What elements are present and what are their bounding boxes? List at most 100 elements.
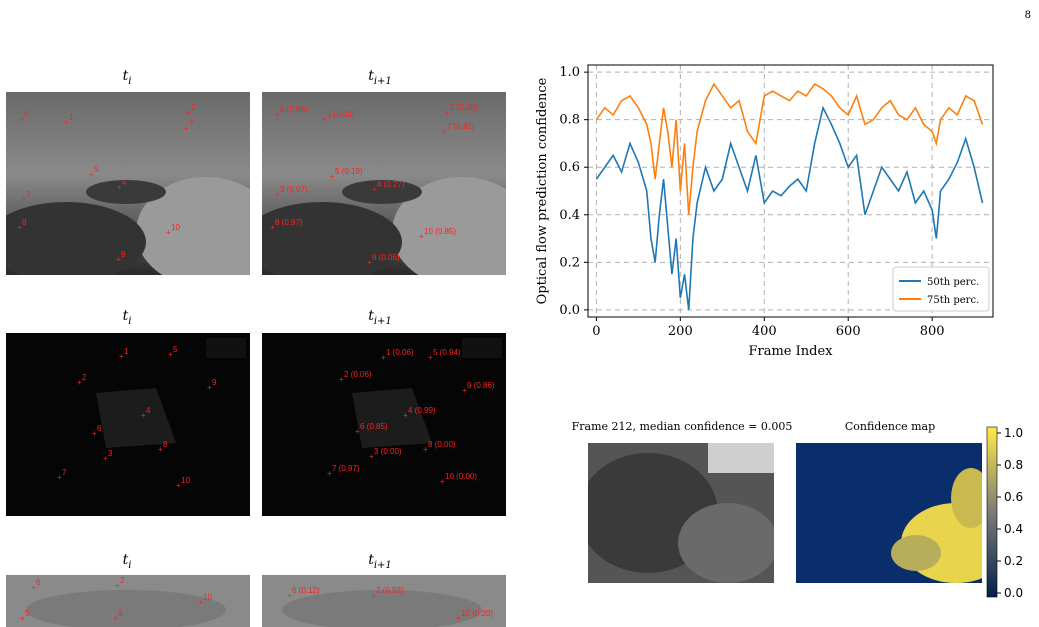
point-label: 9 (0.86) [467, 381, 495, 390]
row2-right-photo: 1 (0.06) 2 (0.06) 3 (0.00) 4 (0.99) 5 (0… [262, 333, 506, 516]
point-label: 9 [118, 609, 123, 618]
point-marker: + [21, 195, 26, 204]
x-tick-label: 0 [592, 324, 600, 339]
x-tick-label: 200 [668, 324, 693, 339]
point-marker: + [442, 127, 447, 136]
y-tick-label: 0.8 [559, 113, 580, 128]
point-label: 4 (0.99) [408, 406, 436, 415]
colorbar-tick-label: 0.8 [1004, 458, 1023, 472]
point-marker: + [322, 115, 327, 124]
row1-right-photo: 1 (0.04) 2 (0.08) 3 (0.07) 4 (0.27) 5 (0… [262, 92, 506, 275]
point-marker: + [116, 255, 121, 264]
point-label: 6 (0.88) [280, 105, 308, 114]
point-marker: + [462, 386, 467, 395]
frame-caption: Frame 212, median confidence = 0.005 [571, 420, 793, 433]
point-marker: + [64, 118, 69, 127]
point-marker: + [440, 477, 445, 486]
point-marker: + [369, 452, 374, 461]
point-label: 8 (0.00) [428, 440, 456, 449]
point-marker: + [176, 481, 181, 490]
y-tick-label: 1.0 [559, 65, 580, 80]
x-tick-label: 600 [836, 324, 861, 339]
point-marker: + [403, 411, 408, 420]
point-marker: + [207, 383, 212, 392]
point-label: 4 [122, 178, 127, 187]
row3-left-photo: 6 2 10 5 9 + + + + + [6, 575, 250, 627]
confidence-map [796, 443, 982, 583]
point-label: 2 [120, 576, 125, 585]
point-label: 1 (0.04) [327, 110, 355, 119]
point-marker: + [456, 614, 461, 623]
point-marker: + [92, 429, 97, 438]
point-label: 3 [108, 449, 113, 458]
point-label: 3 (0.00) [374, 447, 402, 456]
point-label: 6 (0.12) [292, 586, 320, 595]
point-label: 6 [36, 578, 41, 587]
colorbar-tick-label: 0.2 [1004, 554, 1023, 568]
point-marker: + [287, 591, 292, 600]
y-tick-label: 0.6 [559, 160, 580, 175]
row1-right-title: ti+1 [368, 68, 392, 87]
x-axis-label: Frame Index [749, 344, 834, 359]
point-marker: + [327, 469, 332, 478]
point-marker: + [103, 454, 108, 463]
point-marker: + [330, 172, 335, 181]
point-marker: + [31, 583, 36, 592]
point-label: 1 [124, 347, 129, 356]
point-marker: + [20, 614, 25, 623]
colorbar-tick-label: 1.0 [1004, 426, 1023, 440]
legend-label: 75th perc. [927, 295, 979, 306]
point-marker: + [141, 411, 146, 420]
point-label: 2 (0.93) [376, 586, 404, 595]
y-tick-label: 0.0 [559, 303, 580, 318]
point-label: 10 (0.85) [424, 227, 456, 236]
row3-right-title: ti+1 [368, 552, 392, 571]
point-marker: + [270, 223, 275, 232]
point-marker: + [77, 378, 82, 387]
point-marker: + [117, 183, 122, 192]
row1-left-title: ti [122, 68, 132, 87]
page-number: 8 [1024, 10, 1031, 21]
point-label: 10 [171, 223, 180, 232]
point-label: 7 [62, 468, 67, 477]
point-marker: + [186, 108, 191, 117]
point-label: 5 [173, 345, 178, 354]
series-line [595, 105, 984, 310]
y-tick-label: 0.4 [559, 208, 580, 223]
point-label: 4 [146, 406, 151, 415]
colorbar: 0.0 0.2 0.4 0.6 0.8 1.0 [986, 426, 1023, 600]
map-caption: Confidence map [844, 420, 936, 433]
point-label: 10 (0.00) [445, 472, 477, 481]
colorbar-tick-label: 0.6 [1004, 490, 1023, 504]
series-line [595, 82, 984, 215]
point-label: 8 [22, 218, 27, 227]
point-marker: + [17, 223, 22, 232]
row3-right-photo: 6 (0.12) 2 (0.93) 10 (0.20) + + + [262, 575, 506, 627]
y-axis-label: Optical flow prediction confidence [535, 77, 550, 304]
point-marker: + [119, 352, 124, 361]
point-label: 8 (0.97) [275, 218, 303, 227]
point-marker: + [339, 375, 344, 384]
point-label: 7 (0.97) [332, 464, 360, 473]
frame-photo [588, 443, 774, 583]
point-marker: + [57, 473, 62, 482]
point-marker: + [168, 350, 173, 359]
point-marker: + [198, 598, 203, 607]
point-marker: + [166, 228, 171, 237]
point-marker: + [367, 258, 372, 267]
point-label: 10 [203, 593, 212, 602]
point-marker: + [275, 190, 280, 199]
point-marker: + [445, 108, 450, 117]
point-label: 10 [181, 476, 190, 485]
point-marker: + [419, 232, 424, 241]
point-label: 1 [69, 113, 74, 122]
legend-label: 50th perc. [927, 277, 979, 288]
point-label: 2 (0.08) [450, 103, 478, 112]
point-label: 1 (0.06) [386, 348, 414, 357]
row1-left-photo: 1 2 3 4 5 6 7 8 9 10 + + + + + + + + + + [6, 92, 250, 275]
point-label: 9 (0.06) [372, 253, 400, 262]
point-label: 9 [212, 378, 217, 387]
x-tick-label: 800 [920, 324, 945, 339]
point-marker: + [113, 614, 118, 623]
plot-frame [587, 64, 994, 318]
